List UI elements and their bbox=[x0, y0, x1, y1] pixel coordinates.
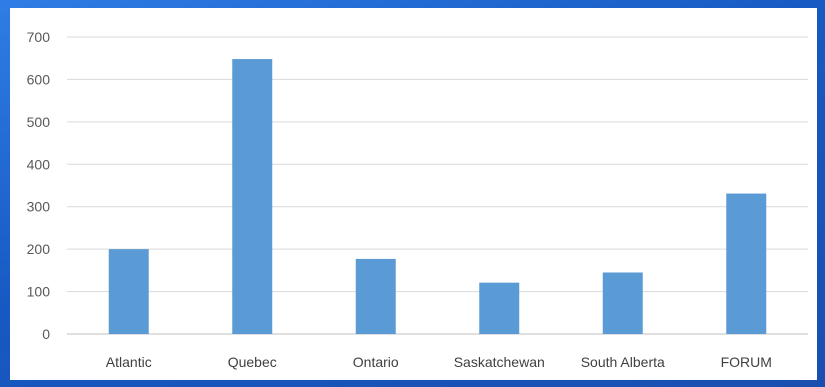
gridlines bbox=[67, 36, 808, 335]
bar-quebec bbox=[232, 59, 273, 334]
bar-atlantic bbox=[108, 249, 149, 334]
y-tick-label: 500 bbox=[27, 114, 51, 130]
y-axis-ticks: 0 100 200 300 400 500 600 700 bbox=[27, 29, 51, 342]
x-category-label: Saskatchewan bbox=[454, 354, 545, 370]
x-category-label: Ontario bbox=[353, 354, 399, 370]
x-category-label: Quebec bbox=[228, 354, 277, 370]
bar-forum bbox=[726, 193, 767, 334]
bars bbox=[108, 59, 767, 334]
y-tick-label: 0 bbox=[42, 326, 50, 342]
bar-ontario bbox=[355, 258, 396, 334]
x-category-label: FORUM bbox=[721, 354, 772, 370]
y-tick-label: 300 bbox=[27, 199, 51, 215]
x-category-label: South Alberta bbox=[581, 354, 665, 370]
y-tick-label: 200 bbox=[27, 241, 51, 257]
bar-saskatchewan bbox=[479, 282, 520, 334]
y-tick-label: 700 bbox=[27, 29, 51, 45]
bar-south-alberta bbox=[602, 272, 643, 334]
x-axis-labels: Atlantic Quebec Ontario Saskatchewan South A… bbox=[106, 354, 772, 370]
y-tick-label: 400 bbox=[27, 156, 51, 172]
x-category-label: Atlantic bbox=[106, 354, 152, 370]
y-tick-label: 600 bbox=[27, 71, 51, 87]
y-tick-label: 100 bbox=[27, 284, 51, 300]
